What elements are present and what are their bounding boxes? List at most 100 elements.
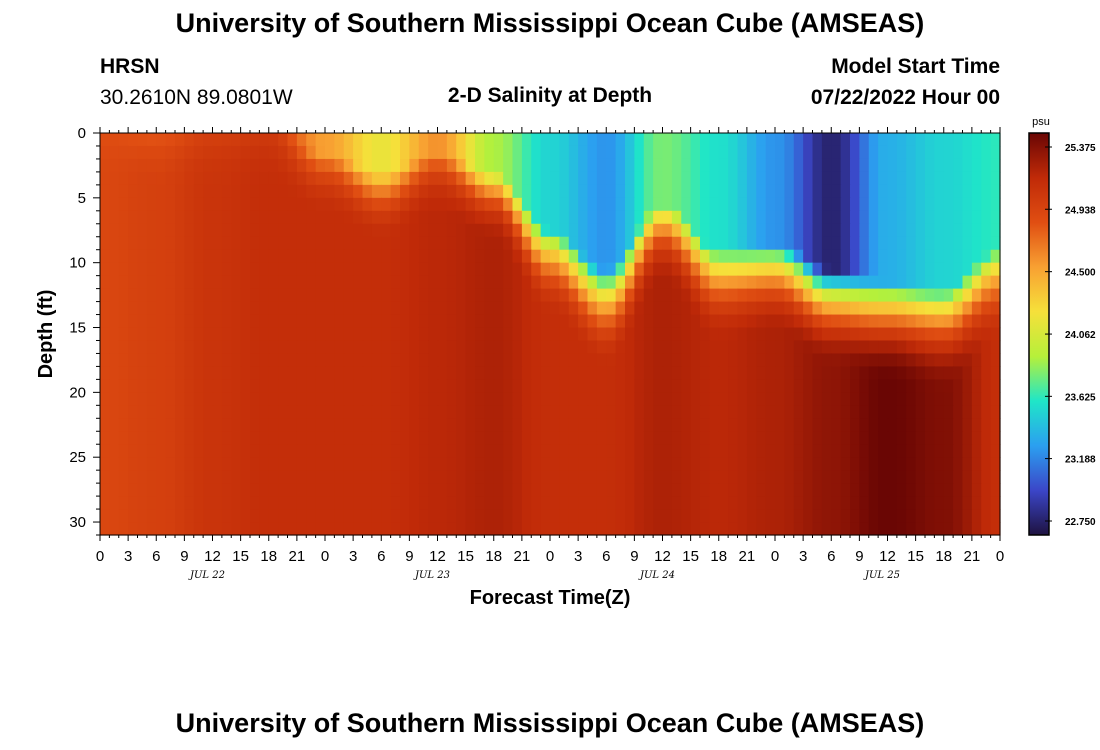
heatmap-cell — [953, 431, 964, 445]
heatmap-cell — [100, 496, 110, 510]
heatmap-cell — [334, 431, 345, 445]
heatmap-cell — [990, 496, 1001, 510]
heatmap-cell — [409, 405, 420, 419]
heatmap-cell — [878, 457, 889, 471]
heatmap-cell — [831, 210, 842, 225]
heatmap-cell — [203, 133, 214, 147]
heatmap-cell — [465, 340, 476, 355]
heatmap-cell — [709, 158, 720, 173]
model-start-label: Model Start Time — [831, 55, 1000, 78]
heatmap-cell — [296, 275, 307, 290]
heatmap-cell — [943, 418, 954, 432]
heatmap-cell — [868, 184, 879, 199]
heatmap-cell — [334, 496, 345, 510]
heatmap-cell — [990, 444, 1001, 458]
heatmap-cell — [981, 522, 992, 536]
heatmap-cell — [728, 262, 739, 277]
heatmap-cell — [765, 353, 776, 368]
heatmap-cell — [268, 145, 279, 160]
heatmap-cell — [906, 184, 917, 199]
heatmap-cell — [915, 184, 926, 199]
heatmap-cell — [268, 197, 279, 212]
heatmap-cell — [109, 133, 120, 147]
heatmap-cell — [906, 288, 917, 303]
heatmap-cell — [371, 236, 382, 251]
heatmap-cell — [690, 353, 701, 368]
heatmap-cell — [681, 236, 692, 251]
heatmap-cell — [278, 223, 289, 238]
heatmap-cell — [296, 366, 307, 380]
heatmap-cell — [859, 288, 870, 303]
heatmap-cell — [821, 418, 832, 432]
heatmap-cell — [746, 145, 757, 160]
heatmap-cell — [662, 133, 673, 147]
heatmap-cell — [128, 223, 139, 238]
heatmap-cell — [250, 353, 260, 368]
heatmap-cell — [831, 353, 842, 368]
heatmap-cell — [409, 275, 420, 290]
heatmap-cell — [315, 366, 326, 380]
heatmap-cell — [765, 197, 776, 212]
heatmap-cell — [118, 340, 129, 355]
heatmap-cell — [531, 509, 542, 523]
heatmap-cell — [578, 509, 589, 523]
heatmap-cell — [840, 288, 851, 303]
heatmap-cell — [681, 210, 692, 225]
heatmap-cell — [278, 236, 289, 251]
heatmap-cell — [100, 366, 110, 380]
heatmap-cell — [934, 444, 945, 458]
heatmap-cell — [446, 444, 457, 458]
heatmap-cell — [943, 509, 954, 523]
heatmap-cell — [165, 392, 176, 406]
heatmap-cell — [934, 301, 945, 316]
heatmap-cell — [259, 184, 270, 199]
heatmap-cell — [521, 457, 532, 471]
heatmap-cell — [400, 496, 410, 510]
heatmap-cell — [334, 327, 345, 342]
heatmap-cell — [850, 418, 860, 432]
heatmap-cell — [709, 171, 720, 186]
heatmap-cell — [278, 418, 289, 432]
heatmap-cell — [137, 184, 148, 199]
heatmap-cell — [287, 340, 298, 355]
heatmap-cell — [296, 249, 307, 264]
heatmap-cell — [118, 366, 129, 380]
heatmap-cell — [278, 262, 289, 277]
heatmap-cell — [700, 210, 710, 225]
heatmap-cell — [512, 171, 523, 186]
x-tick-label: 18 — [710, 548, 727, 565]
heatmap-cell — [784, 405, 795, 419]
heatmap-cell — [315, 133, 326, 147]
heatmap-cell — [362, 184, 373, 199]
heatmap-cell — [690, 158, 701, 173]
heatmap-cell — [493, 444, 504, 458]
heatmap-cell — [400, 210, 410, 225]
heatmap-cell — [606, 275, 617, 290]
heatmap-cell — [362, 366, 373, 380]
heatmap-cell — [418, 509, 429, 523]
heatmap-cell — [634, 210, 645, 225]
heatmap-cell — [559, 431, 570, 445]
heatmap-cell — [653, 158, 664, 173]
heatmap-cell — [559, 314, 570, 329]
heatmap-cell — [831, 184, 842, 199]
heatmap-cell — [962, 522, 973, 536]
heatmap-cell — [971, 158, 982, 173]
heatmap-cell — [137, 483, 148, 497]
heatmap-cell — [109, 249, 120, 264]
heatmap-cell — [531, 470, 542, 484]
heatmap-cell — [250, 470, 260, 484]
heatmap-cell — [184, 418, 195, 432]
heatmap-cell — [700, 249, 710, 264]
heatmap-cell — [568, 405, 579, 419]
heatmap-cell — [934, 184, 945, 199]
heatmap-cell — [709, 210, 720, 225]
heatmap-cell — [671, 249, 682, 264]
heatmap-cell — [690, 496, 701, 510]
heatmap-cell — [493, 288, 504, 303]
heatmap-cell — [259, 340, 270, 355]
heatmap-cell — [493, 210, 504, 225]
y-tick-label: 20 — [69, 384, 86, 401]
heatmap-cell — [606, 340, 617, 355]
heatmap-cell — [503, 522, 514, 536]
